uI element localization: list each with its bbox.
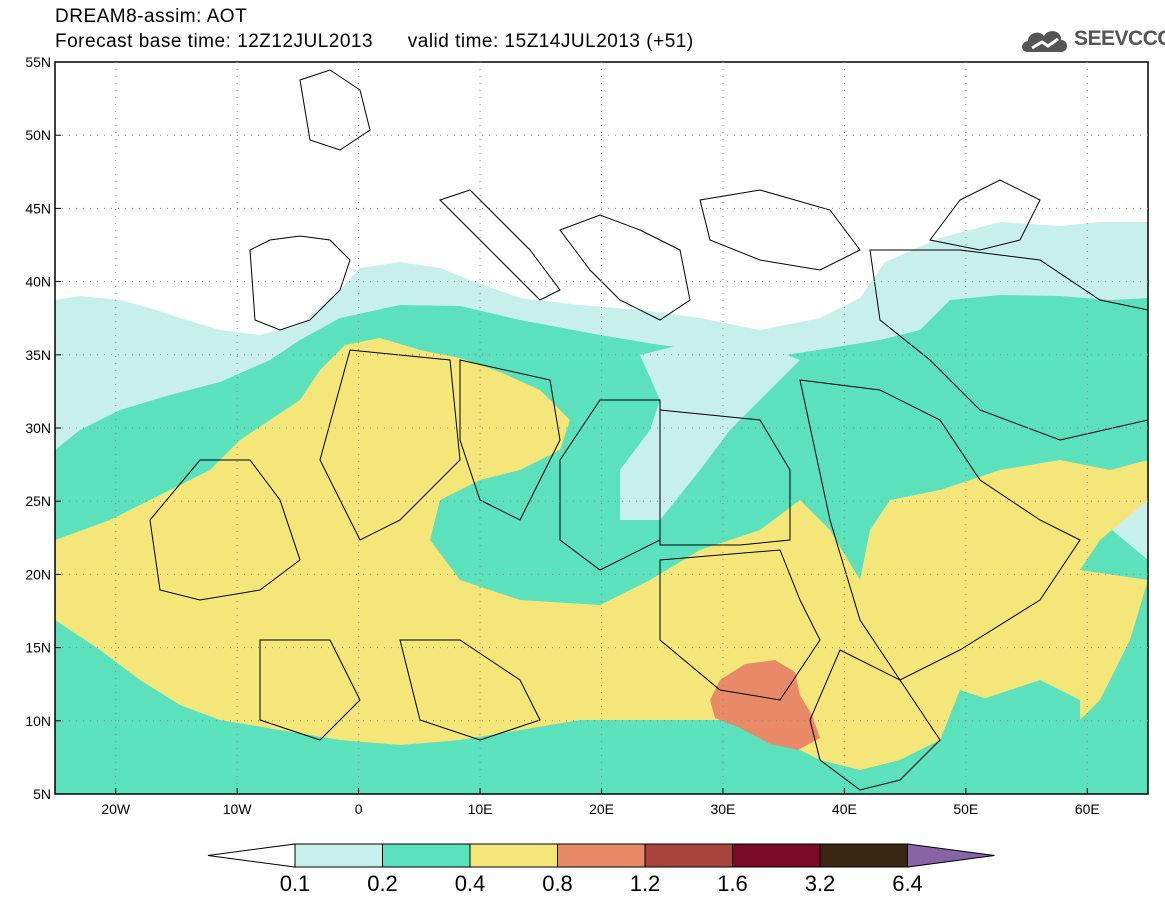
colorbar-label: 0.1: [280, 871, 311, 896]
lat-label: 45N: [25, 200, 51, 216]
lon-label: 40E: [832, 801, 857, 817]
lon-label: 30E: [710, 801, 735, 817]
colorbar-label: 3.2: [805, 871, 836, 896]
map-title: DREAM8-assim: AOT: [55, 6, 248, 27]
lon-label: 10E: [468, 801, 493, 817]
lat-label: 30N: [25, 420, 51, 436]
lat-label: 35N: [25, 347, 51, 363]
lat-label: 10N: [25, 713, 51, 729]
colorbar-swatch: [382, 843, 471, 868]
seevccc-logo: SEEVCCC: [1018, 20, 1165, 58]
colorbar-swatch: [557, 843, 646, 868]
lon-label: 60E: [1075, 801, 1100, 817]
colorbar-high-arrow: [907, 843, 995, 868]
colorbar-swatch: [732, 843, 821, 868]
colorbar-low-arrow: [207, 843, 296, 868]
colorbar-swatch: [469, 843, 558, 868]
lat-label: 15N: [25, 640, 51, 656]
colorbar: 0.1 0.2 0.4 0.8 1.2 1.6 3.2 6.4: [207, 843, 995, 896]
lon-label: 50E: [953, 801, 978, 817]
colorbar-swatch: [644, 843, 733, 868]
lat-label: 5N: [33, 786, 51, 802]
coastlines: [149, 69, 1148, 791]
aot-contour-0.4: [55, 338, 1148, 770]
longitude-axis: 20W 10W 0 10E 20E 30E 40E 50E 60E: [101, 788, 1100, 817]
colorbar-swatch: [819, 843, 908, 868]
lat-label: 25N: [25, 493, 51, 509]
lat-label: 20N: [25, 566, 51, 582]
latitude-axis: 55N 50N 45N 40N 35N 30N 25N 20N 15N 10N 5N: [25, 54, 61, 802]
lat-label: 50N: [25, 127, 51, 143]
logo-text: SEEVCCC: [1074, 27, 1165, 50]
colorbar-label: 0.8: [542, 871, 573, 896]
colorbar-swatch: [294, 843, 383, 868]
cloud-logo-icon: [1022, 31, 1067, 52]
lon-label: 20W: [101, 801, 131, 817]
lon-label: 10W: [223, 801, 253, 817]
gridlines: [55, 62, 1148, 794]
aot-field: [55, 222, 1148, 794]
colorbar-label: 1.2: [630, 871, 661, 896]
valid-time-text: valid time: 15Z14JUL2013 (+51): [407, 31, 694, 52]
lon-label: 20E: [589, 801, 614, 817]
colorbar-label: 1.6: [717, 871, 748, 896]
base-time-text: Forecast base time: 12Z12JUL2013: [55, 31, 374, 52]
map-subtitle: Forecast base time: 12Z12JUL2013 valid t…: [55, 31, 694, 53]
colorbar-label: 0.4: [455, 871, 486, 896]
aot-contour-0.8: [710, 660, 820, 750]
aot-contour-0.1-patch: [620, 340, 800, 520]
colorbar-label: 6.4: [892, 871, 923, 896]
lon-label: 0: [355, 801, 363, 817]
lat-label: 55N: [25, 54, 51, 70]
lat-label: 40N: [25, 274, 51, 290]
aot-contour-0.2-south: [55, 640, 1080, 794]
colorbar-label: 0.2: [367, 871, 398, 896]
